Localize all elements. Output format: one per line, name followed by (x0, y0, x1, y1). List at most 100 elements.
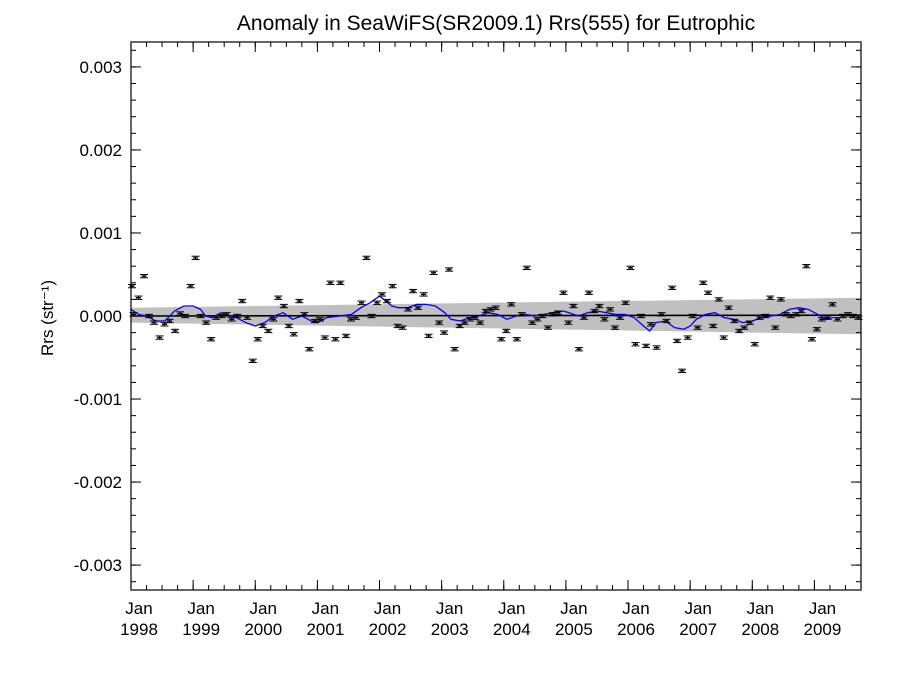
anomaly-point (637, 313, 646, 319)
anomaly-point (807, 337, 816, 342)
anomaly-point (569, 303, 578, 309)
anomaly-point (522, 265, 531, 271)
anomaly-points-layer (128, 255, 863, 373)
x-tick-year-label: 2003 (431, 620, 469, 639)
anomaly-point (196, 313, 205, 319)
x-tick-year-label: 2001 (306, 620, 344, 639)
anomaly-point (243, 315, 252, 320)
anomaly-point (295, 298, 304, 304)
anomaly-point (740, 325, 749, 330)
anomaly-point (683, 335, 692, 340)
anomaly-point (284, 323, 293, 329)
anomaly-point (559, 290, 568, 295)
anomaly-point (553, 310, 562, 315)
anomaly-point (419, 292, 428, 297)
anomaly-point (590, 308, 599, 314)
anomaly-point (171, 328, 180, 334)
x-tick-month-label: Jan (187, 599, 214, 618)
anomaly-point (471, 315, 480, 320)
anomaly-point (409, 288, 418, 294)
anomaly-point (538, 313, 547, 319)
y-tick-label: 0.002 (79, 141, 122, 160)
anomaly-point (367, 313, 376, 319)
x-tick-month-label: Jan (684, 599, 711, 618)
anomaly-point (584, 290, 593, 295)
anomaly-point (621, 300, 630, 305)
anomaly-point (507, 302, 516, 307)
zero-line-layer (130, 314, 862, 317)
anomaly-point (730, 318, 739, 324)
anomaly-point (128, 283, 136, 289)
anomaly-point (606, 307, 615, 312)
anomaly-point (802, 264, 811, 269)
anomaly-point (668, 285, 677, 290)
anomaly-point (336, 280, 345, 285)
anomaly-point (227, 317, 236, 322)
anomaly-point (440, 330, 449, 335)
anomaly-point (435, 320, 444, 325)
anomaly-point (626, 265, 635, 271)
anomaly-point (610, 325, 619, 330)
anomaly-point (341, 333, 350, 339)
anomaly-point (688, 313, 697, 319)
anomaly-point (414, 305, 423, 310)
anomaly-point (165, 318, 174, 324)
anomaly-point (771, 325, 780, 330)
running-mean-line (130, 295, 834, 332)
x-axis: Jan 1998 Jan 1999 Jan 2000 Jan 2001 Jan 2002 Jan 20… (120, 42, 862, 639)
x-tick-year-label: 2004 (493, 620, 531, 639)
anomaly-point (812, 327, 821, 332)
anomaly-point (429, 270, 438, 275)
anomaly-point (253, 337, 262, 342)
anomaly-point (543, 325, 552, 330)
x-tick-month-label: Jan (125, 599, 152, 618)
anomaly-point (289, 332, 298, 337)
anomaly-point (445, 267, 454, 272)
anomaly-point (491, 305, 500, 310)
anomaly-point (238, 298, 247, 304)
anomaly-point (357, 300, 366, 305)
anomaly-point (579, 315, 588, 320)
anomaly-point (274, 295, 283, 300)
anomaly-point (786, 313, 795, 319)
anomaly-point (662, 318, 671, 324)
x-tick-year-label: 2007 (679, 620, 717, 639)
y-axis: -0.003 -0.002 -0.001 0.000 0.001 0.002 0.003 (74, 49, 861, 583)
anomaly-point (673, 338, 682, 344)
anomaly-point (181, 313, 190, 319)
anomaly-point (564, 320, 573, 325)
anomaly-point (264, 328, 273, 334)
x-tick-month-label: Jan (809, 599, 836, 618)
anomaly-point (233, 313, 242, 319)
anomaly-point (512, 337, 521, 342)
x-tick-month-label: Jan (436, 599, 463, 618)
anomaly-point (714, 297, 723, 302)
anomaly-point (678, 368, 687, 373)
anomaly-point (828, 302, 837, 307)
anomaly-point (595, 303, 604, 309)
anomaly-point (248, 358, 257, 363)
anomaly-point (724, 305, 733, 310)
anomaly-point (631, 342, 640, 347)
anomaly-point (315, 317, 324, 322)
x-tick-month-label: Jan (747, 599, 774, 618)
anomaly-point (320, 335, 329, 340)
y-tick-label: -0.002 (74, 473, 122, 492)
anomaly-point (823, 315, 832, 320)
anomaly-point (351, 315, 360, 320)
anomaly-point (207, 337, 216, 342)
x-tick-year-label: 1999 (182, 620, 220, 639)
y-tick-label: 0.000 (79, 307, 122, 326)
anomaly-point (776, 297, 785, 302)
anomaly-point (140, 273, 149, 279)
y-tick-label: 0.001 (79, 224, 122, 243)
anomaly-point (155, 335, 164, 340)
zero-reference-line (130, 314, 862, 317)
anomaly-point (176, 311, 185, 316)
chart-title: Anomaly in SeaWiFS(SR2009.1) Rrs(555) fo… (237, 12, 755, 35)
anomaly-point (719, 335, 728, 340)
anomaly-point (149, 320, 158, 325)
anomaly-point (373, 300, 382, 305)
anomaly-point (652, 345, 661, 350)
